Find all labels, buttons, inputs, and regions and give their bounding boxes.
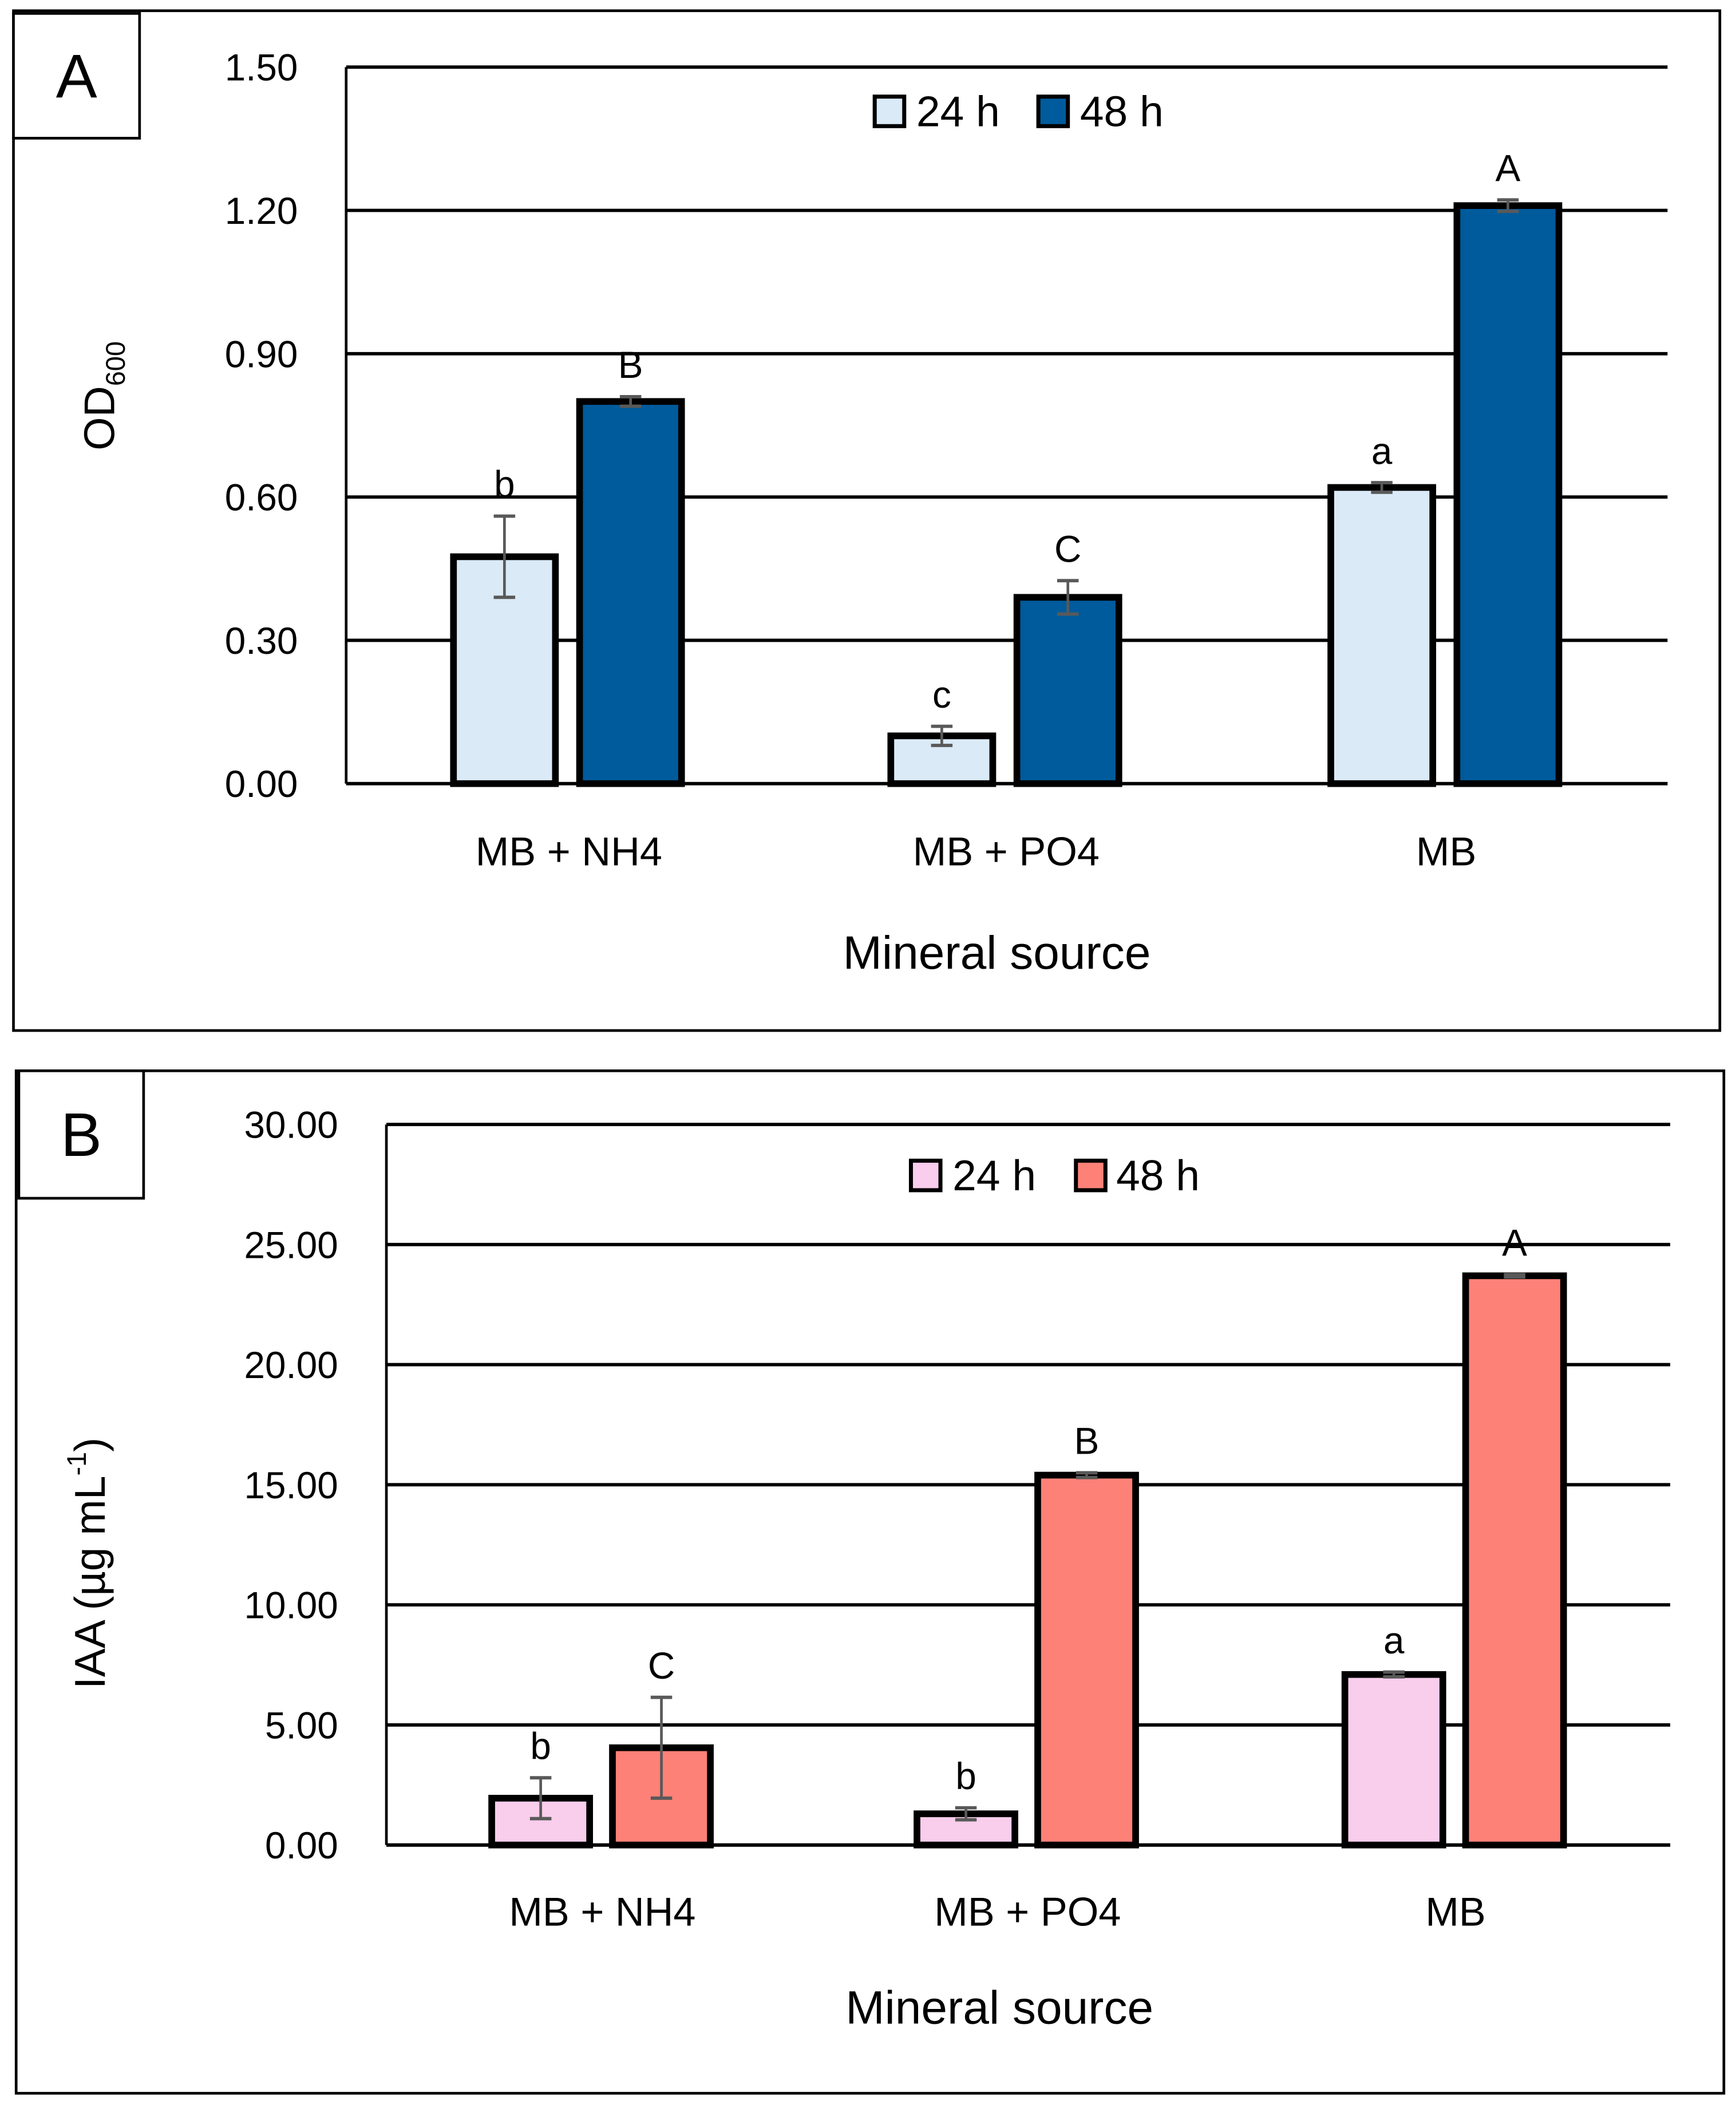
y-tick-label: 25.00 — [244, 1224, 338, 1266]
x-axis-title: Mineral source — [843, 927, 1151, 979]
legend-label: 24 h — [916, 87, 1000, 135]
significance-letter: a — [1371, 430, 1393, 472]
y-tick-label: 10.00 — [244, 1585, 338, 1627]
significance-letter: B — [618, 344, 643, 386]
y-tick-label: 0.00 — [265, 1825, 338, 1866]
chart-panel-a: A 0.00 0.30 0.60 0.90 1.20 1.50 OD600 b c a B C A MB +… — [12, 9, 1722, 1032]
panel-label-box — [12, 12, 141, 140]
y-tick-label: 30.00 — [244, 1104, 338, 1146]
bar-48h — [1013, 594, 1122, 787]
significance-letter: C — [648, 1645, 675, 1687]
y-tick-label: 0.00 — [225, 763, 298, 805]
legend-swatch — [908, 1158, 943, 1193]
bar-24h — [1327, 484, 1437, 787]
panel-label-box — [17, 1069, 145, 1200]
significance-letter: C — [1054, 528, 1081, 570]
significance-letter: b — [955, 1755, 976, 1797]
y-axis-label-main: OD — [75, 386, 123, 451]
y-axis-label-superscript: -1 — [62, 1452, 92, 1476]
significance-letter: c — [932, 674, 951, 716]
panel-frame — [12, 9, 1722, 1032]
x-category-label: MB — [1416, 829, 1476, 874]
significance-letter: b — [494, 464, 515, 506]
bar-48h — [1462, 1272, 1567, 1849]
legend-swatch — [872, 94, 907, 128]
bar-48h — [1453, 202, 1563, 787]
y-tick-label: 15.00 — [244, 1464, 338, 1506]
legend: 24 h 48 h — [872, 87, 1164, 135]
significance-letter: a — [1383, 1620, 1405, 1661]
x-category-label: MB + NH4 — [509, 1889, 695, 1934]
panel-label: B — [61, 1100, 102, 1169]
x-category-label: MB + PO4 — [913, 829, 1100, 874]
panel-frame — [14, 1069, 1726, 2095]
y-tick-label: 1.50 — [225, 47, 298, 89]
significance-letter: b — [530, 1725, 551, 1767]
legend-label: 48 h — [1116, 1151, 1200, 1199]
significance-letter: A — [1496, 147, 1521, 189]
y-tick-label: 0.30 — [225, 620, 298, 662]
panel-label: A — [56, 41, 97, 110]
y-axis-label-main: IAA (µg mL — [66, 1476, 114, 1689]
bar-48h — [576, 398, 685, 787]
bar-24h — [1341, 1671, 1446, 1849]
y-tick-label: 0.60 — [225, 477, 298, 519]
y-axis-label: IAA (µg mL-1) — [62, 1438, 114, 1689]
y-tick-label: 0.90 — [225, 333, 298, 375]
y-axis-label: OD600 — [75, 341, 131, 451]
chart-panel-b: B 0.00 5.00 10.00 15.00 20.00 25.00 30.00 IAA (µ… — [14, 1069, 1726, 2095]
y-tick-label: 20.00 — [244, 1344, 338, 1386]
x-category-label: MB + NH4 — [476, 829, 662, 874]
legend-swatch — [1074, 1158, 1108, 1193]
significance-letter: A — [1502, 1222, 1527, 1264]
x-category-label: MB — [1425, 1889, 1485, 1934]
y-axis-label-suffix: ) — [66, 1438, 114, 1452]
significance-letter: B — [1074, 1420, 1100, 1462]
y-tick-label: 1.20 — [225, 190, 298, 232]
y-axis-label-subscript: 600 — [101, 341, 131, 386]
legend-label: 48 h — [1080, 87, 1164, 135]
legend-label: 24 h — [952, 1151, 1036, 1199]
bar-48h — [1034, 1471, 1139, 1849]
x-category-label: MB + PO4 — [934, 1889, 1121, 1934]
legend: 24 h 48 h — [908, 1151, 1200, 1199]
y-tick-label: 5.00 — [265, 1704, 338, 1746]
x-axis-title: Mineral source — [845, 1981, 1153, 2034]
legend-swatch — [1036, 94, 1070, 128]
